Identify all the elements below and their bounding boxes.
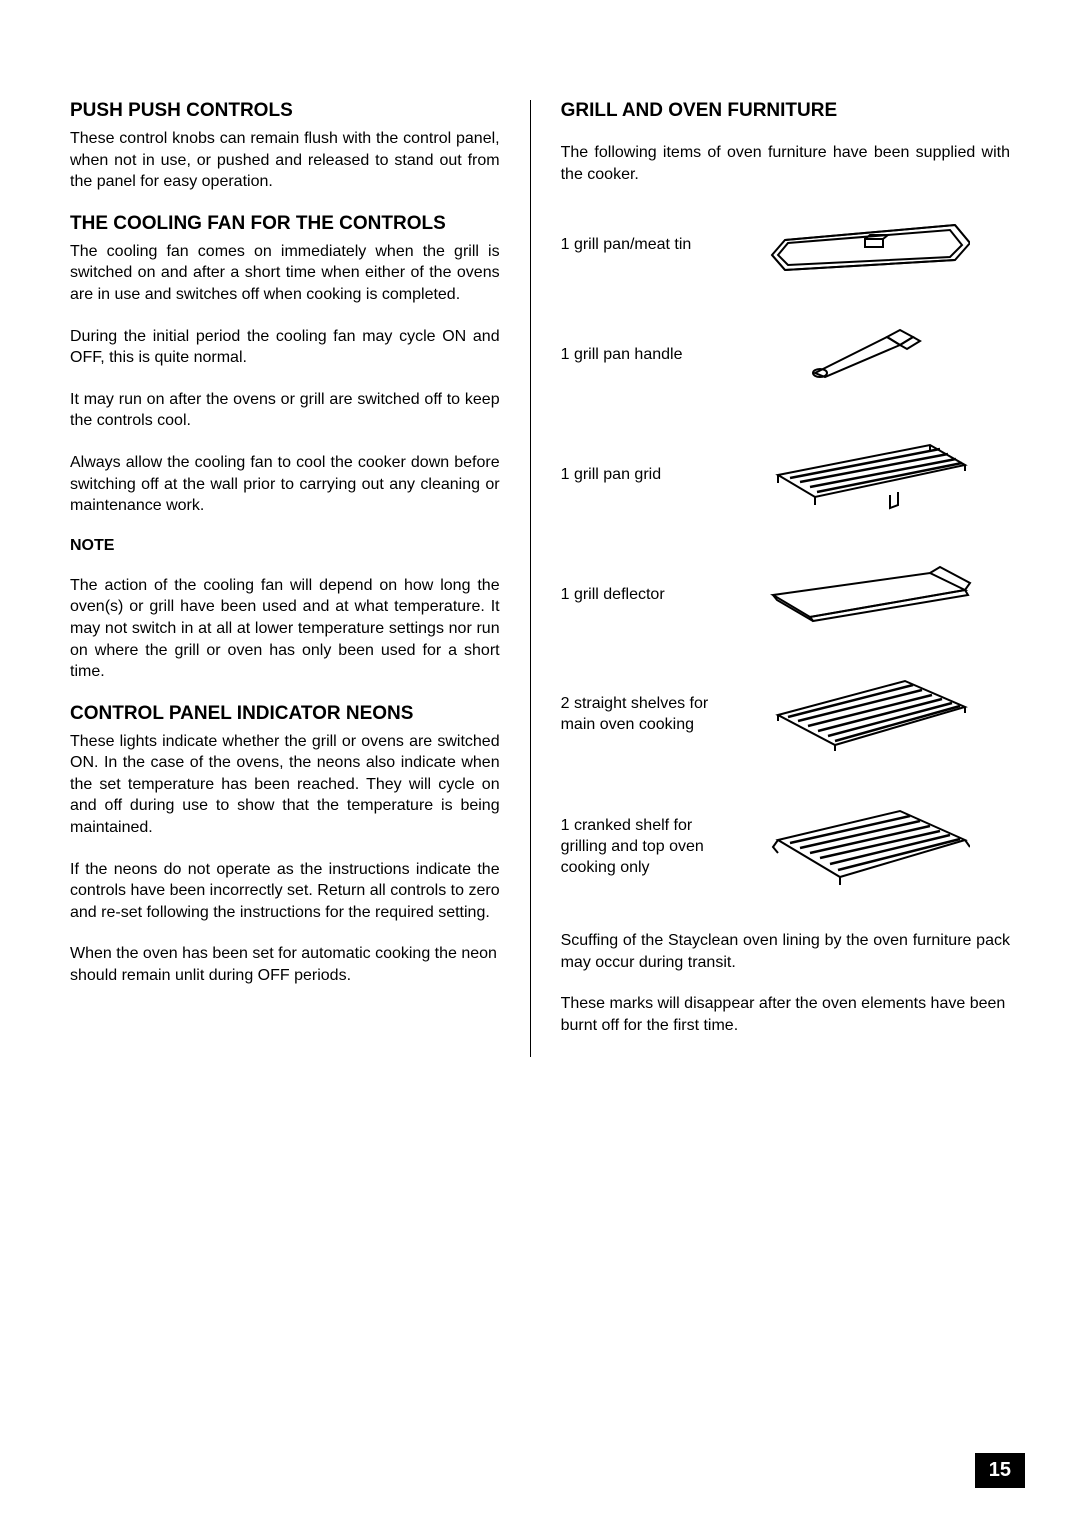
cooling-fan-p4: Always allow the cooling fan to cool the… — [70, 452, 500, 517]
furniture-label: 1 grill pan/meat tin — [561, 235, 711, 256]
furniture-row: 1 grill pan/meat tin — [561, 215, 1010, 275]
indicator-neons-p3: When the oven has been set for automatic… — [70, 943, 500, 986]
furniture-label: 1 grill deflector — [561, 585, 711, 606]
page-number: 15 — [975, 1453, 1025, 1488]
furniture-row: 1 grill pan grid — [561, 435, 1010, 515]
cranked-shelf-icon — [731, 805, 1010, 890]
furniture-intro: The following items of oven furniture ha… — [561, 142, 1010, 185]
furniture-list: 1 grill pan/meat tin 1 grill pan handle — [561, 215, 1010, 890]
cooling-fan-p2: During the initial period the cooling fa… — [70, 326, 500, 369]
furniture-row: 1 cranked shelf for grilling and top ove… — [561, 805, 1010, 890]
left-column: PUSH PUSH CONTROLS These control knobs c… — [70, 100, 531, 1057]
note-paragraph: The action of the cooling fan will depen… — [70, 575, 500, 683]
marks-disappear-paragraph: These marks will disappear after the ove… — [561, 993, 1010, 1036]
furniture-label: 2 straight shelves for main oven cooking — [561, 694, 711, 736]
furniture-row: 2 straight shelves for main oven cooking — [561, 675, 1010, 755]
straight-shelf-icon — [731, 675, 1010, 755]
cooling-fan-heading: THE COOLING FAN FOR THE CONTROLS — [70, 213, 500, 235]
indicator-neons-heading: CONTROL PANEL INDICATOR NEONS — [70, 703, 500, 725]
indicator-neons-p2: If the neons do not operate as the instr… — [70, 859, 500, 924]
right-column: GRILL AND OVEN FURNITURE The following i… — [531, 100, 1010, 1057]
indicator-neons-p1: These lights indicate whether the grill … — [70, 731, 500, 839]
cooling-fan-p1: The cooling fan comes on immediately whe… — [70, 241, 500, 306]
push-push-paragraph: These control knobs can remain flush wit… — [70, 128, 500, 193]
two-column-layout: PUSH PUSH CONTROLS These control knobs c… — [70, 100, 1010, 1057]
cooling-fan-p3: It may run on after the ovens or grill a… — [70, 389, 500, 432]
furniture-label: 1 grill pan grid — [561, 465, 711, 486]
furniture-heading: GRILL AND OVEN FURNITURE — [561, 100, 1010, 122]
scuffing-paragraph: Scuffing of the Stayclean oven lining by… — [561, 930, 1010, 973]
note-label: NOTE — [70, 537, 500, 555]
grill-deflector-icon — [731, 565, 1010, 625]
push-push-heading: PUSH PUSH CONTROLS — [70, 100, 500, 122]
grill-pan-meat-tin-icon — [731, 215, 1010, 275]
grill-pan-handle-icon — [731, 325, 1010, 385]
furniture-row: 1 grill deflector — [561, 565, 1010, 625]
furniture-label: 1 cranked shelf for grilling and top ove… — [561, 816, 711, 878]
grill-pan-grid-icon — [731, 435, 1010, 515]
furniture-label: 1 grill pan handle — [561, 345, 711, 366]
furniture-row: 1 grill pan handle — [561, 325, 1010, 385]
